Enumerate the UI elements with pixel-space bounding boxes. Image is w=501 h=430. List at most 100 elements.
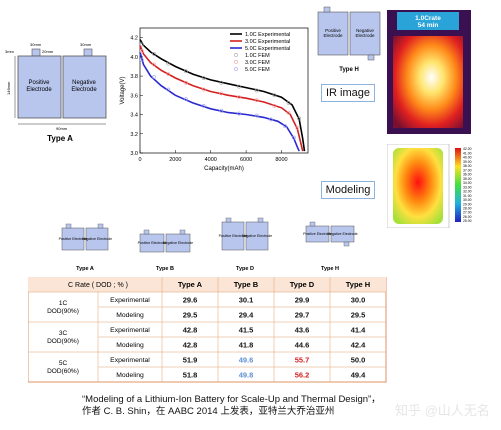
table-cell: 30.0 bbox=[351, 295, 366, 304]
colorbar-tick: 40.00 bbox=[463, 156, 472, 160]
table-cell: 44.6 bbox=[295, 340, 310, 349]
colorbar-tick: 35.00 bbox=[463, 177, 472, 181]
series-point-5 bbox=[184, 97, 188, 102]
table-header-cell: Type H bbox=[346, 280, 370, 289]
series-line-0 bbox=[139, 39, 306, 152]
type-row-positive: Positive Electrode bbox=[219, 234, 248, 238]
series-point-5 bbox=[283, 124, 287, 128]
type-row-positive: Positive Electrode bbox=[303, 232, 332, 236]
table-cell: 55.7 bbox=[295, 355, 310, 364]
series-point-3 bbox=[139, 42, 144, 47]
type-row-positive: Positive Electrode bbox=[59, 237, 88, 241]
x-tick-label: 6000 bbox=[240, 157, 252, 163]
table-cell: 29.5 bbox=[351, 310, 366, 319]
series-point-4 bbox=[152, 62, 157, 67]
dim-bottom: 90mm bbox=[56, 126, 68, 131]
series-point-4 bbox=[219, 91, 224, 96]
table-header-crate: C Rate ( DOD ; % ) bbox=[68, 282, 128, 289]
series-point-5 bbox=[237, 111, 241, 116]
series-point-4 bbox=[201, 87, 206, 92]
watermark: 知乎 @山人无名 bbox=[395, 403, 490, 418]
type-row-negative: Negative Electrode bbox=[242, 234, 272, 238]
table-group-label2: DOD(60%) bbox=[47, 368, 79, 375]
y-tick-label: 3.6 bbox=[130, 93, 138, 99]
series-point-3 bbox=[152, 52, 157, 56]
series-point-3 bbox=[184, 69, 188, 74]
colorbar-tick: 39.00 bbox=[463, 160, 472, 164]
y-axis-label: Voltage(V) bbox=[120, 76, 126, 104]
type-row-negative: Negative Electrode bbox=[327, 232, 357, 236]
table-cell: 30.1 bbox=[239, 295, 254, 304]
typeh-top-neg: Negative bbox=[356, 28, 374, 33]
series-point-3 bbox=[254, 88, 259, 93]
colorbar-tick: 36.00 bbox=[463, 173, 472, 177]
negative-label-a2: Electrode bbox=[71, 87, 97, 93]
type-a-svg: 30mm 30mm 3mm 20mm 146mm 90mm Positive E… bbox=[5, 42, 107, 143]
x-tick-label: 8000 bbox=[275, 157, 287, 163]
table-cell: 42.4 bbox=[351, 340, 366, 349]
y-tick-label: 4.0 bbox=[130, 55, 138, 61]
series-point-5 bbox=[201, 103, 206, 108]
table-row-kind: Experimental bbox=[110, 297, 150, 304]
series-point-4 bbox=[237, 95, 241, 100]
series-point-4 bbox=[139, 49, 144, 53]
positive-label-a2: Electrode bbox=[26, 87, 52, 93]
table-cell: 29.5 bbox=[183, 310, 198, 319]
series-point-5 bbox=[219, 108, 224, 113]
temperature-table: C Rate ( DOD ; % ) Type A Type B Type D Type… bbox=[27, 276, 388, 385]
colorbar-tick: 33.00 bbox=[463, 185, 472, 189]
legend-entry: 5.0C FEM bbox=[245, 67, 270, 73]
y-tick-label: 3.0 bbox=[130, 151, 138, 157]
y-tick-label: 4.2 bbox=[130, 36, 138, 42]
ir-image-svg: 1.0Crate 54 min bbox=[387, 10, 471, 134]
series-point-3 bbox=[219, 80, 224, 85]
caption-line2: 作者 C. B. Shin，在 AABC 2014 上发表，亚特兰大乔治亚州 bbox=[82, 406, 335, 417]
table-frame bbox=[27, 276, 387, 383]
table-cell: 56.2 bbox=[295, 370, 310, 379]
table-cell: 42.8 bbox=[183, 340, 198, 349]
series-point-5 bbox=[291, 135, 296, 140]
ir-badge-line1: 1.0Crate bbox=[415, 15, 441, 22]
colorbar-tick: 42.00 bbox=[463, 147, 472, 151]
legend-swatch bbox=[234, 60, 238, 64]
typeh-top-pos2: Electrode bbox=[323, 33, 343, 38]
table-cell: 29.4 bbox=[239, 310, 254, 319]
table-cell: 29.7 bbox=[295, 310, 310, 319]
table-group-label1: 3C bbox=[59, 330, 68, 337]
typeh-top-neg2: Electrode bbox=[355, 33, 375, 38]
type-h-top-svg: Positive Electrode Negative Electrode Ty… bbox=[317, 6, 381, 73]
table-group-label2: DOD(90%) bbox=[47, 338, 79, 345]
x-tick-label: 4000 bbox=[205, 157, 217, 163]
type-row-title: Type B bbox=[156, 266, 174, 272]
dim-top-2: 30mm bbox=[80, 42, 92, 47]
table-header-cell: Type D bbox=[290, 280, 315, 289]
table-group-label1: 5C bbox=[59, 360, 68, 367]
ir-image-label: IR image bbox=[321, 84, 375, 102]
dim-left: 3mm bbox=[5, 49, 15, 54]
x-axis-label: Capacity(mAh) bbox=[204, 166, 244, 172]
y-tick-label: 3.4 bbox=[130, 113, 138, 119]
colorbar-tick: 31.00 bbox=[463, 194, 472, 198]
series-point-4 bbox=[286, 110, 291, 115]
temperature-table-svg: C Rate ( DOD ; % ) Type A Type B Type D Type… bbox=[27, 276, 387, 383]
colorbar-tick: 29.00 bbox=[463, 202, 472, 206]
type-row-positive: Positive Electrode bbox=[138, 241, 167, 245]
negative-label-a: Negative bbox=[72, 80, 96, 86]
series-point-3 bbox=[286, 101, 291, 105]
dim-mid: 20mm bbox=[42, 49, 54, 54]
series-point-3 bbox=[272, 93, 277, 98]
dim-height: 146mm bbox=[6, 81, 11, 95]
series-point-4 bbox=[166, 72, 171, 77]
table-cell: 49.8 bbox=[239, 370, 254, 379]
colorbar-tick: 30.00 bbox=[463, 198, 472, 202]
legend-entry: 3.0C Experimental bbox=[245, 39, 290, 45]
table-cell: 49.6 bbox=[239, 355, 254, 364]
caption: “Modeling of a Lithium-Ion Battery for S… bbox=[82, 394, 382, 418]
type-row-negative: Negative Electrode bbox=[163, 241, 193, 245]
table-cell: 41.5 bbox=[239, 325, 254, 334]
dim-top-1: 30mm bbox=[30, 42, 42, 47]
legend-entry: 1.0C Experimental bbox=[245, 32, 290, 38]
series-line-1 bbox=[139, 45, 304, 152]
